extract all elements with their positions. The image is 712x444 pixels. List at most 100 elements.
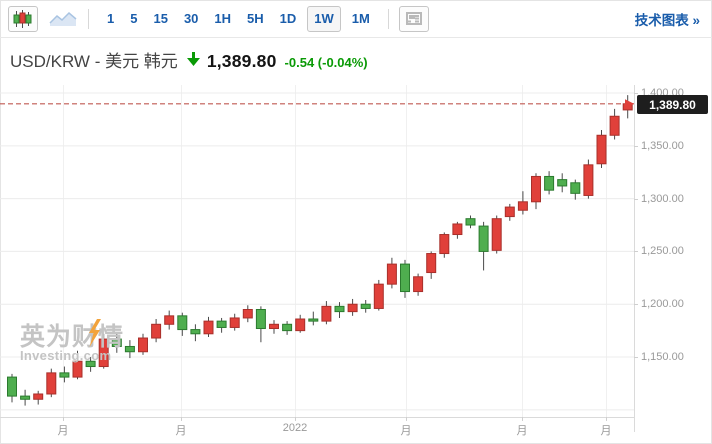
line-chart-icon	[49, 11, 77, 26]
candlestick	[452, 223, 463, 236]
x-axis-label: 月	[600, 425, 612, 437]
y-axis-tick	[634, 93, 638, 95]
candlestick	[255, 309, 266, 330]
x-axis-tick	[63, 417, 64, 421]
price-chart-canvas[interactable]	[0, 85, 634, 417]
candlestick	[517, 201, 528, 211]
toolbar-divider	[88, 8, 89, 29]
candlestick	[334, 305, 345, 313]
candlestick	[426, 253, 437, 274]
candlestick	[85, 360, 96, 368]
x-axis-label: 月	[400, 425, 412, 437]
price-down-arrow-icon	[186, 52, 200, 71]
candlestick	[308, 318, 319, 322]
candlestick	[111, 338, 122, 347]
x-axis-label: 月	[57, 425, 69, 437]
candlestick	[583, 164, 594, 196]
candlestick	[216, 320, 227, 328]
line-chart-button[interactable]	[48, 6, 78, 32]
candlestick	[439, 234, 450, 255]
price-change: -0.54 (-0.04%)	[284, 55, 368, 70]
candlestick	[190, 329, 201, 335]
candlestick	[98, 338, 109, 368]
y-axis-label: 1,350.00	[641, 139, 684, 152]
timeframe-selector: 1 5 15 30 1H 5H 1D 1W 1M	[99, 5, 378, 32]
candlestick	[59, 372, 70, 378]
symbol-title: USD/KRW - 美元 韩元	[10, 52, 178, 71]
candlestick	[544, 175, 555, 191]
candlestick	[177, 315, 188, 331]
candlestick	[478, 225, 489, 252]
toolbar-divider	[387, 8, 389, 29]
candlestick	[7, 376, 17, 397]
candlestick	[269, 323, 279, 330]
x-axis-label: 月	[516, 425, 528, 437]
candlestick	[151, 323, 162, 339]
timeframe-button-1d[interactable]: 1D	[279, 10, 297, 26]
candlestick	[242, 309, 253, 319]
last-price-tag: 1,389.80	[637, 95, 708, 114]
x-axis-tick	[406, 417, 407, 421]
candlestick	[504, 206, 515, 218]
candlestick	[164, 315, 175, 325]
candlestick	[609, 115, 620, 136]
news-panel-button[interactable]	[398, 5, 429, 32]
candlestick-chart-icon	[13, 9, 32, 28]
y-axis-tick	[634, 304, 638, 306]
y-axis-tick	[634, 357, 638, 359]
candlestick	[203, 320, 214, 335]
timeframe-button-15[interactable]: 15	[153, 10, 168, 26]
news-panel-icon	[405, 12, 422, 25]
timeframe-button-1w[interactable]: 1W	[307, 5, 341, 32]
y-axis-tick	[634, 198, 638, 200]
timeframe-button-5h[interactable]: 5H	[247, 10, 264, 26]
x-axis-tick	[522, 417, 523, 421]
technical-chart-link[interactable]: 技术图表 »	[634, 12, 700, 28]
last-price-marker	[625, 99, 634, 109]
candlestick	[570, 182, 581, 194]
candlestick	[360, 303, 371, 309]
y-axis-tick	[634, 251, 638, 253]
x-axis-tick	[181, 417, 182, 421]
candlestick	[138, 337, 148, 353]
candlestick	[295, 318, 306, 332]
y-axis-label: 1,250.00	[641, 245, 684, 258]
y-axis-border	[634, 85, 635, 432]
x-axis-label: 月	[175, 425, 187, 437]
candlestick	[557, 179, 568, 187]
chart-toolbar: 1 5 15 30 1H 5H 1D 1W 1M 技术图表 »	[0, 0, 712, 38]
timeframe-button-5[interactable]: 5	[130, 10, 138, 26]
last-price: 1,389.80	[206, 51, 277, 71]
timeframe-button-1h[interactable]: 1H	[214, 10, 232, 26]
candlestick	[400, 263, 410, 293]
x-axis-tick	[295, 417, 296, 421]
candlestick	[386, 263, 397, 285]
instrument-header: USD/KRW - 美元 韩元 1,389.80 -0.54 (-0.04%)	[0, 38, 712, 72]
x-axis-label: 2022	[282, 422, 308, 434]
candlestick	[531, 175, 541, 203]
candlestick	[491, 218, 502, 251]
candlestick	[465, 218, 476, 226]
y-axis-label: 1,200.00	[641, 298, 684, 311]
candlestick	[347, 303, 358, 313]
candlestick-chart-button[interactable]	[8, 5, 38, 32]
candlestick	[124, 345, 135, 353]
y-axis-label: 1,300.00	[641, 192, 684, 205]
y-axis-tick	[634, 145, 638, 147]
candlestick	[20, 395, 31, 400]
candlestick	[229, 317, 240, 328]
x-axis-tick	[606, 417, 607, 421]
candlestick	[46, 372, 57, 395]
candlestick	[33, 393, 44, 400]
y-axis-label: 1,150.00	[641, 351, 684, 364]
timeframe-button-1[interactable]: 1	[107, 10, 115, 26]
x-axis-border	[0, 417, 635, 418]
candlestick	[413, 276, 424, 293]
candlestick	[282, 323, 293, 332]
candlestick	[373, 283, 384, 309]
timeframe-button-30[interactable]: 30	[183, 10, 199, 26]
candlestick	[596, 134, 607, 165]
candlestick	[321, 305, 332, 322]
timeframe-button-1m[interactable]: 1M	[351, 10, 370, 26]
